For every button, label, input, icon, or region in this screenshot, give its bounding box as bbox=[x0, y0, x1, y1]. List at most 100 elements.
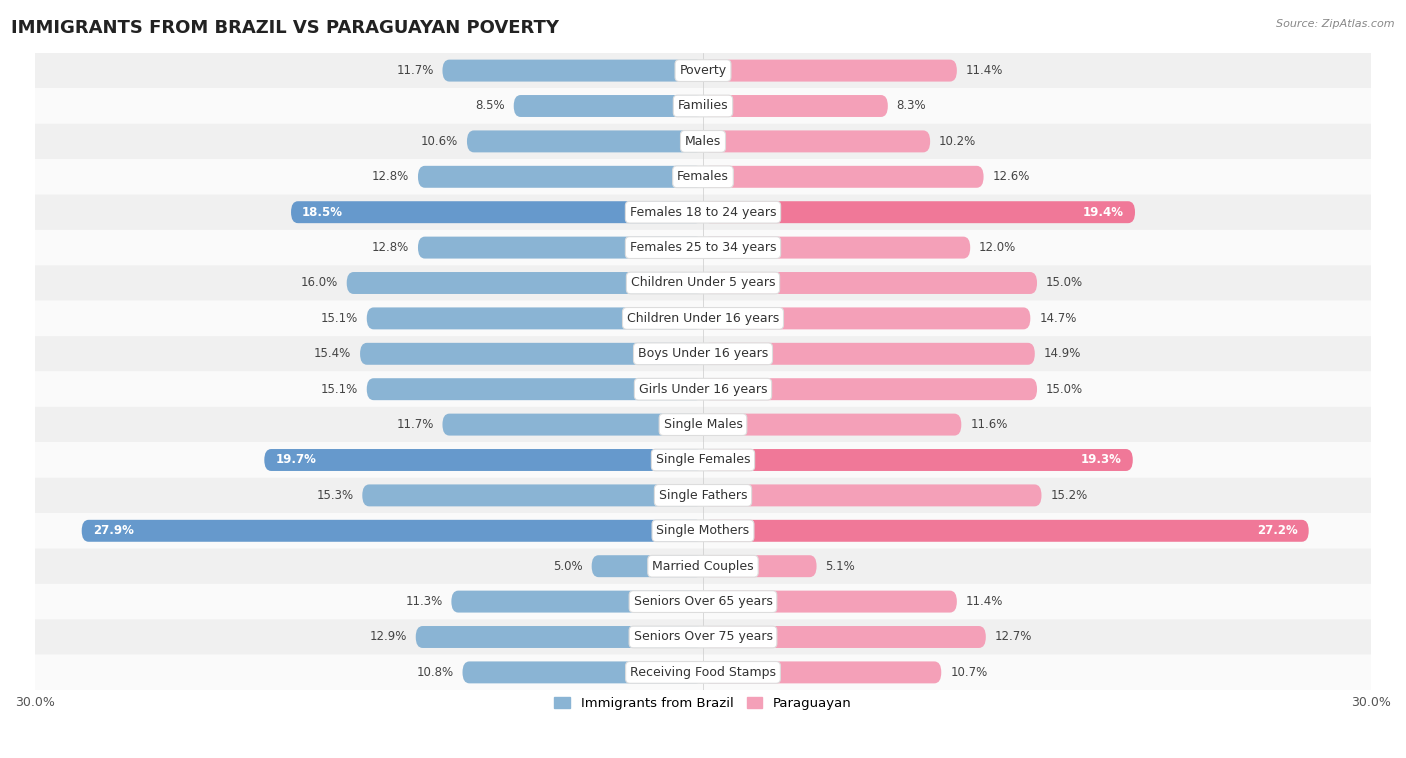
FancyBboxPatch shape bbox=[35, 230, 1371, 265]
FancyBboxPatch shape bbox=[367, 378, 703, 400]
FancyBboxPatch shape bbox=[418, 236, 703, 258]
Text: 15.1%: 15.1% bbox=[321, 312, 359, 325]
Text: 11.7%: 11.7% bbox=[396, 418, 433, 431]
Text: 19.4%: 19.4% bbox=[1083, 205, 1123, 219]
Text: 27.2%: 27.2% bbox=[1257, 525, 1298, 537]
Text: Females 18 to 24 years: Females 18 to 24 years bbox=[630, 205, 776, 219]
FancyBboxPatch shape bbox=[703, 449, 1133, 471]
FancyBboxPatch shape bbox=[291, 201, 703, 223]
FancyBboxPatch shape bbox=[703, 166, 984, 188]
Text: 12.0%: 12.0% bbox=[979, 241, 1017, 254]
Text: 12.9%: 12.9% bbox=[370, 631, 406, 644]
FancyBboxPatch shape bbox=[35, 53, 1371, 88]
Text: 11.6%: 11.6% bbox=[970, 418, 1008, 431]
Text: Females: Females bbox=[678, 171, 728, 183]
Text: 19.7%: 19.7% bbox=[276, 453, 316, 466]
Text: Families: Families bbox=[678, 99, 728, 112]
Text: Receiving Food Stamps: Receiving Food Stamps bbox=[630, 666, 776, 679]
Text: 8.3%: 8.3% bbox=[897, 99, 927, 112]
Text: 16.0%: 16.0% bbox=[301, 277, 337, 290]
FancyBboxPatch shape bbox=[703, 95, 887, 117]
FancyBboxPatch shape bbox=[35, 88, 1371, 124]
Text: 10.2%: 10.2% bbox=[939, 135, 976, 148]
FancyBboxPatch shape bbox=[35, 549, 1371, 584]
Text: Girls Under 16 years: Girls Under 16 years bbox=[638, 383, 768, 396]
FancyBboxPatch shape bbox=[35, 301, 1371, 336]
FancyBboxPatch shape bbox=[703, 484, 1042, 506]
Text: 15.2%: 15.2% bbox=[1050, 489, 1088, 502]
FancyBboxPatch shape bbox=[35, 619, 1371, 655]
FancyBboxPatch shape bbox=[443, 414, 703, 436]
FancyBboxPatch shape bbox=[703, 236, 970, 258]
FancyBboxPatch shape bbox=[703, 414, 962, 436]
FancyBboxPatch shape bbox=[35, 584, 1371, 619]
Text: 12.7%: 12.7% bbox=[994, 631, 1032, 644]
Text: 5.1%: 5.1% bbox=[825, 559, 855, 573]
FancyBboxPatch shape bbox=[360, 343, 703, 365]
Text: 19.3%: 19.3% bbox=[1081, 453, 1122, 466]
FancyBboxPatch shape bbox=[264, 449, 703, 471]
FancyBboxPatch shape bbox=[347, 272, 703, 294]
FancyBboxPatch shape bbox=[703, 590, 957, 612]
Text: Seniors Over 65 years: Seniors Over 65 years bbox=[634, 595, 772, 608]
Text: 15.0%: 15.0% bbox=[1046, 383, 1083, 396]
Text: Single Males: Single Males bbox=[664, 418, 742, 431]
FancyBboxPatch shape bbox=[418, 166, 703, 188]
FancyBboxPatch shape bbox=[416, 626, 703, 648]
FancyBboxPatch shape bbox=[35, 513, 1371, 549]
Text: 14.7%: 14.7% bbox=[1039, 312, 1077, 325]
Text: 15.4%: 15.4% bbox=[314, 347, 352, 360]
FancyBboxPatch shape bbox=[703, 201, 1135, 223]
Text: 18.5%: 18.5% bbox=[302, 205, 343, 219]
Text: Single Fathers: Single Fathers bbox=[659, 489, 747, 502]
FancyBboxPatch shape bbox=[513, 95, 703, 117]
Text: 12.8%: 12.8% bbox=[371, 171, 409, 183]
Text: 10.7%: 10.7% bbox=[950, 666, 987, 679]
Text: Children Under 5 years: Children Under 5 years bbox=[631, 277, 775, 290]
FancyBboxPatch shape bbox=[35, 159, 1371, 195]
FancyBboxPatch shape bbox=[703, 662, 941, 684]
FancyBboxPatch shape bbox=[703, 272, 1038, 294]
FancyBboxPatch shape bbox=[703, 555, 817, 577]
Text: 10.6%: 10.6% bbox=[420, 135, 458, 148]
Text: IMMIGRANTS FROM BRAZIL VS PARAGUAYAN POVERTY: IMMIGRANTS FROM BRAZIL VS PARAGUAYAN POV… bbox=[11, 19, 560, 37]
Text: Boys Under 16 years: Boys Under 16 years bbox=[638, 347, 768, 360]
Legend: Immigrants from Brazil, Paraguayan: Immigrants from Brazil, Paraguayan bbox=[548, 691, 858, 716]
FancyBboxPatch shape bbox=[35, 478, 1371, 513]
Text: Seniors Over 75 years: Seniors Over 75 years bbox=[634, 631, 772, 644]
Text: 15.0%: 15.0% bbox=[1046, 277, 1083, 290]
FancyBboxPatch shape bbox=[35, 124, 1371, 159]
Text: Children Under 16 years: Children Under 16 years bbox=[627, 312, 779, 325]
FancyBboxPatch shape bbox=[35, 443, 1371, 478]
Text: 15.1%: 15.1% bbox=[321, 383, 359, 396]
FancyBboxPatch shape bbox=[703, 60, 957, 82]
Text: Married Couples: Married Couples bbox=[652, 559, 754, 573]
FancyBboxPatch shape bbox=[703, 343, 1035, 365]
Text: 11.3%: 11.3% bbox=[405, 595, 443, 608]
FancyBboxPatch shape bbox=[703, 130, 931, 152]
FancyBboxPatch shape bbox=[592, 555, 703, 577]
Text: 12.6%: 12.6% bbox=[993, 171, 1029, 183]
FancyBboxPatch shape bbox=[443, 60, 703, 82]
Text: 11.4%: 11.4% bbox=[966, 595, 1002, 608]
Text: Females 25 to 34 years: Females 25 to 34 years bbox=[630, 241, 776, 254]
Text: 11.4%: 11.4% bbox=[966, 64, 1002, 77]
Text: 8.5%: 8.5% bbox=[475, 99, 505, 112]
FancyBboxPatch shape bbox=[463, 662, 703, 684]
Text: 14.9%: 14.9% bbox=[1043, 347, 1081, 360]
FancyBboxPatch shape bbox=[451, 590, 703, 612]
FancyBboxPatch shape bbox=[367, 308, 703, 330]
Text: Single Females: Single Females bbox=[655, 453, 751, 466]
FancyBboxPatch shape bbox=[35, 195, 1371, 230]
FancyBboxPatch shape bbox=[35, 336, 1371, 371]
FancyBboxPatch shape bbox=[703, 520, 1309, 542]
Text: 12.8%: 12.8% bbox=[371, 241, 409, 254]
FancyBboxPatch shape bbox=[35, 407, 1371, 443]
FancyBboxPatch shape bbox=[703, 378, 1038, 400]
FancyBboxPatch shape bbox=[703, 626, 986, 648]
Text: Source: ZipAtlas.com: Source: ZipAtlas.com bbox=[1277, 19, 1395, 29]
Text: Poverty: Poverty bbox=[679, 64, 727, 77]
Text: 15.3%: 15.3% bbox=[316, 489, 353, 502]
FancyBboxPatch shape bbox=[35, 371, 1371, 407]
Text: 5.0%: 5.0% bbox=[553, 559, 582, 573]
